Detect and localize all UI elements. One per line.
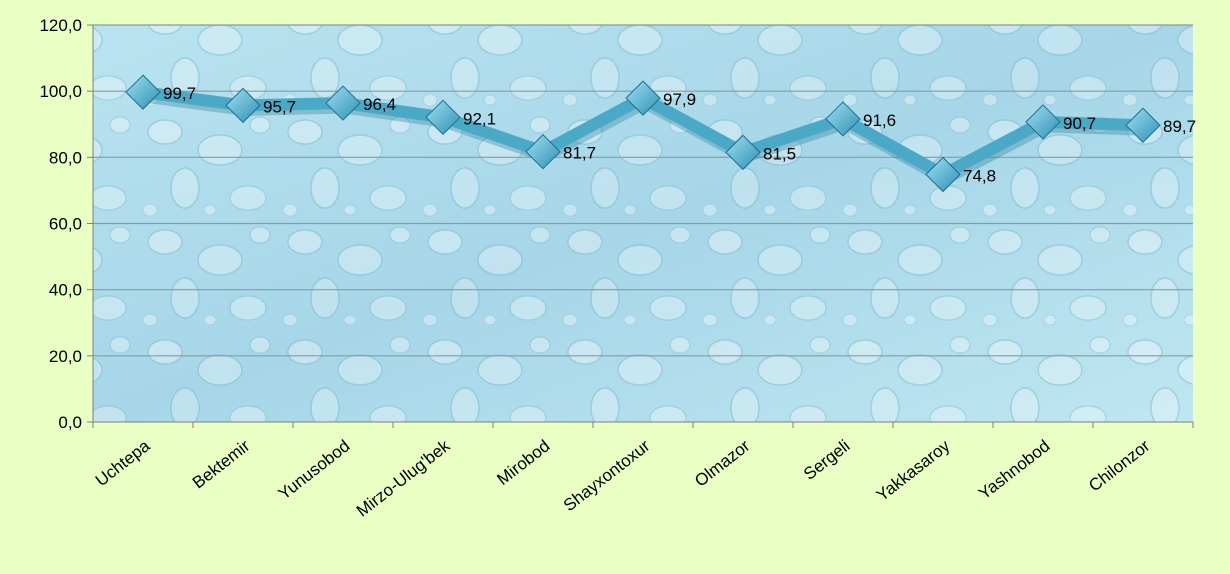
data-label: 95,7 [263,97,296,116]
x-tick-label: Sergeli [800,436,853,484]
y-tick-label: 60,0 [49,215,82,234]
x-tick-label: Mirobod [493,436,553,489]
x-tick-label: Uchtepa [92,436,154,490]
data-point-marker [225,87,261,124]
data-label: 91,6 [863,111,896,130]
data-point-marker [925,156,961,193]
x-tick-label: Shayxontoxur [560,436,654,515]
data-point-marker [425,99,461,136]
data-label: 81,5 [763,144,796,163]
y-tick-label: 100,0 [39,82,82,101]
data-label: 99,7 [163,84,196,103]
data-point-marker [625,80,661,116]
data-point-marker [525,134,561,170]
data-label: 81,7 [563,144,596,163]
x-tick-label: Bektemir [189,436,254,492]
x-tick-label: Yakkasaroy [873,436,954,505]
y-tick-label: 40,0 [49,281,82,300]
y-tick-label: 120,0 [39,16,82,35]
data-point-marker [125,74,161,110]
data-label: 89,7 [1163,117,1196,136]
x-tick-label: Yunusobod [275,436,354,503]
data-label: 92,1 [463,109,496,128]
data-point-marker [1025,104,1061,140]
x-tick-label: Olmazor [691,436,754,491]
y-tick-label: 80,0 [49,148,82,167]
y-tick-label: 0,0 [58,413,82,432]
x-tick-label: Chilonzor [1085,436,1154,495]
data-point-marker [825,101,861,137]
data-label: 90,7 [1063,114,1096,133]
data-label: 74,8 [963,167,996,186]
data-label: 96,4 [363,95,396,114]
data-point-marker [1125,107,1161,143]
x-tick-label: Yashnobod [975,436,1053,503]
data-point-marker [325,85,361,121]
x-tick-label: Mirzo-Ulug'bek [353,436,454,521]
data-point-marker [725,134,761,171]
data-label: 97,9 [663,90,696,109]
y-tick-label: 20,0 [49,347,82,366]
